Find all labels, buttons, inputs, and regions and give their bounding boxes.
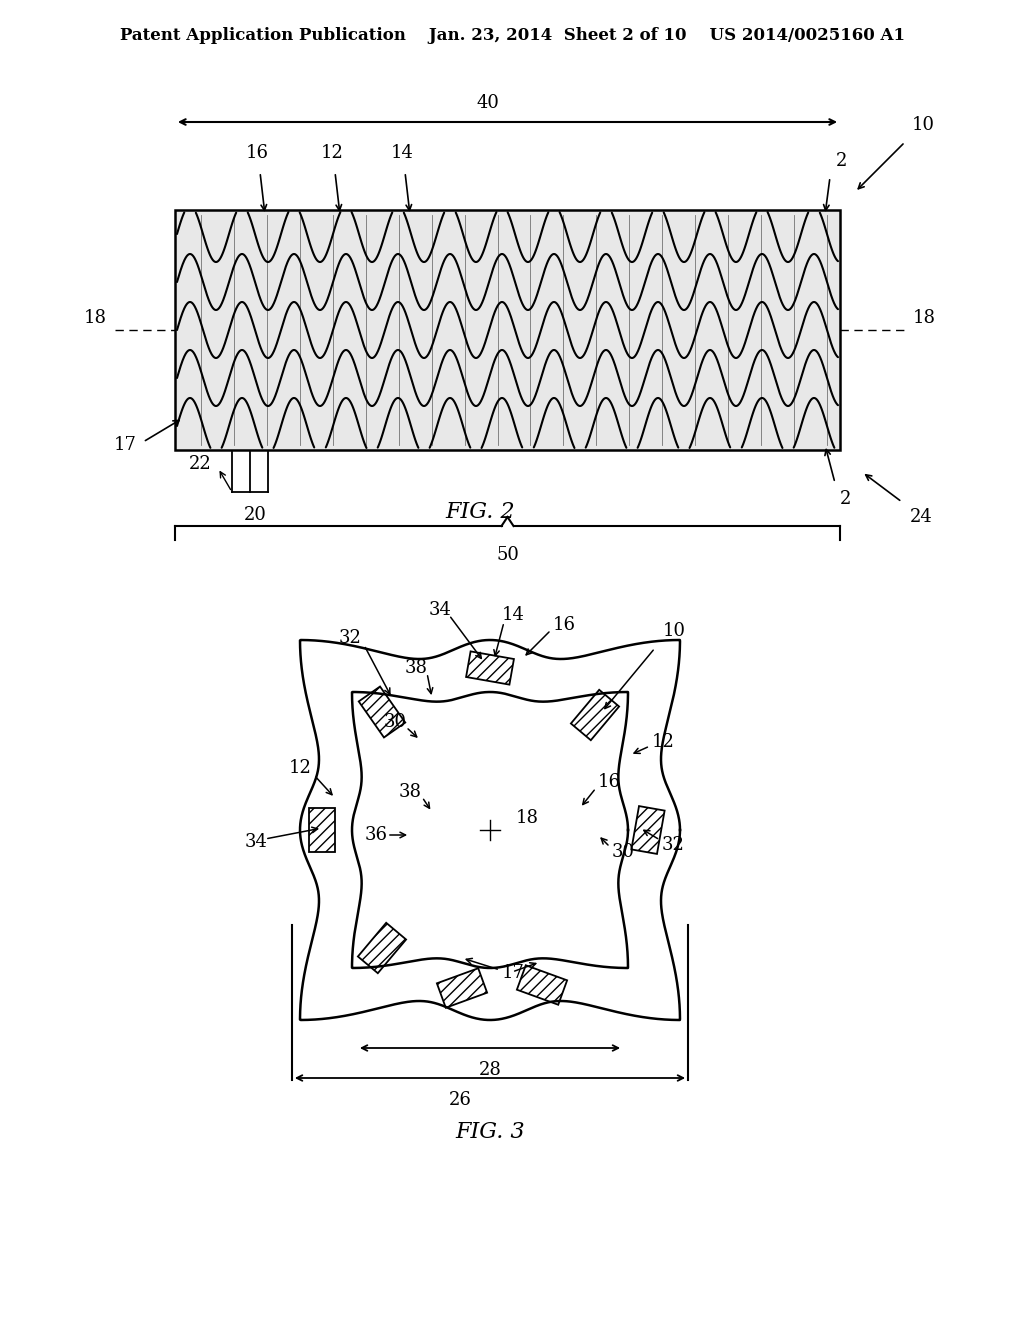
Text: 16: 16: [246, 144, 268, 162]
Text: 22: 22: [189, 455, 212, 473]
Text: FIG. 3: FIG. 3: [456, 1121, 525, 1143]
Text: 38: 38: [399, 783, 422, 801]
Polygon shape: [358, 923, 407, 973]
Text: 30: 30: [612, 843, 635, 861]
Text: 34: 34: [245, 833, 268, 851]
Text: 24: 24: [910, 508, 933, 525]
Polygon shape: [632, 807, 665, 854]
Polygon shape: [358, 686, 406, 738]
Bar: [175, 210, 840, 450]
Text: 10: 10: [912, 116, 935, 135]
Text: 40: 40: [476, 94, 499, 112]
Polygon shape: [571, 690, 620, 741]
Polygon shape: [309, 808, 335, 851]
Text: 14: 14: [390, 144, 414, 162]
Text: 38: 38: [406, 659, 428, 677]
Text: 16: 16: [553, 616, 575, 634]
Text: 18: 18: [516, 809, 539, 828]
Text: 12: 12: [321, 144, 343, 162]
Text: 2: 2: [840, 490, 851, 508]
Text: 32: 32: [339, 630, 362, 647]
Text: 2: 2: [836, 152, 848, 170]
Text: 12: 12: [652, 733, 675, 751]
Text: 32: 32: [662, 836, 685, 854]
Text: 12: 12: [289, 759, 312, 777]
Text: 34: 34: [429, 601, 452, 619]
Polygon shape: [437, 969, 487, 1007]
Text: 16: 16: [598, 774, 621, 791]
Text: 14: 14: [502, 606, 525, 624]
Text: 18: 18: [84, 309, 106, 327]
Text: 17: 17: [502, 964, 525, 982]
Polygon shape: [466, 651, 514, 685]
Polygon shape: [517, 965, 567, 1005]
Text: 10: 10: [663, 622, 686, 640]
Text: 20: 20: [244, 506, 266, 524]
Text: 50: 50: [496, 546, 519, 564]
Text: 17: 17: [114, 436, 137, 454]
Text: 18: 18: [913, 309, 936, 327]
Text: 30: 30: [384, 713, 407, 731]
Text: 28: 28: [478, 1061, 502, 1078]
Text: 26: 26: [449, 1092, 471, 1109]
Text: FIG. 2: FIG. 2: [445, 502, 515, 523]
Text: Patent Application Publication    Jan. 23, 2014  Sheet 2 of 10    US 2014/002516: Patent Application Publication Jan. 23, …: [120, 26, 904, 44]
Text: 36: 36: [365, 826, 388, 843]
